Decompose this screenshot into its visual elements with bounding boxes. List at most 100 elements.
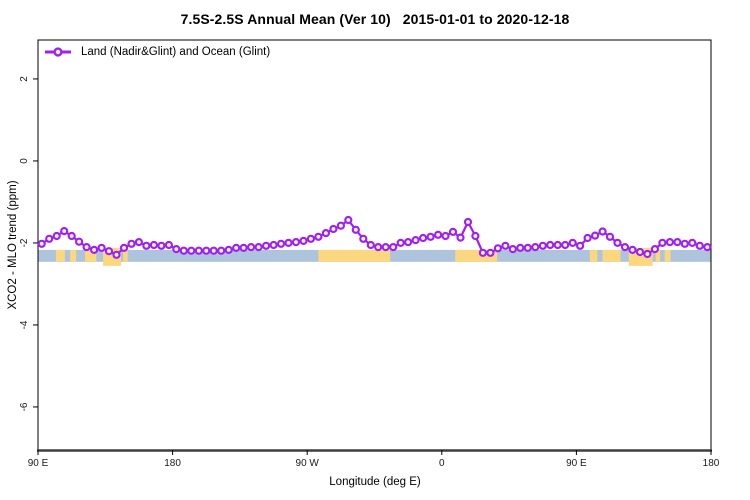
data-point bbox=[82, 243, 91, 252]
data-point bbox=[344, 215, 353, 225]
data-point bbox=[254, 243, 263, 252]
data-point bbox=[695, 241, 704, 250]
data-point bbox=[463, 217, 473, 227]
data-point bbox=[366, 240, 375, 250]
data-point bbox=[688, 238, 697, 247]
data-point bbox=[411, 236, 420, 245]
data-point bbox=[456, 233, 465, 242]
data-point bbox=[276, 239, 286, 248]
surface-band-land bbox=[455, 249, 498, 262]
chart-title: 7.5S-2.5S Annual Mean (Ver 10) 2015-01-0… bbox=[180, 11, 570, 27]
data-point bbox=[217, 246, 226, 255]
data-point bbox=[209, 246, 218, 255]
y-axis-title: XCO2 - MLO trend (ppm) bbox=[7, 180, 19, 310]
surface-band-land bbox=[664, 249, 671, 262]
data-point bbox=[546, 240, 555, 250]
legend-marker-icon bbox=[45, 47, 71, 57]
data-point bbox=[628, 245, 637, 254]
x-tick-label: 90 W bbox=[296, 458, 320, 469]
data-point bbox=[441, 231, 450, 241]
y-tick-label: 0 bbox=[19, 158, 30, 164]
data-point bbox=[67, 231, 76, 241]
data-point bbox=[45, 234, 54, 243]
data-point bbox=[501, 241, 510, 250]
data-point bbox=[194, 246, 203, 255]
data-point bbox=[508, 245, 517, 254]
surface-band-land bbox=[123, 249, 128, 262]
data-point bbox=[329, 224, 338, 234]
y-tick-label: -2 bbox=[19, 238, 30, 247]
data-point bbox=[52, 231, 61, 241]
data-point bbox=[119, 243, 129, 252]
surface-band-land bbox=[602, 249, 621, 262]
data-point bbox=[172, 245, 181, 254]
data-point bbox=[149, 240, 158, 250]
data-point bbox=[635, 247, 645, 257]
data-point bbox=[598, 227, 607, 236]
data-point bbox=[359, 234, 368, 243]
data-point bbox=[620, 243, 630, 252]
data-point bbox=[262, 241, 271, 250]
data-point bbox=[179, 246, 188, 255]
x-tick-label: 90 E bbox=[566, 458, 587, 469]
data-point bbox=[134, 238, 143, 247]
data-point bbox=[493, 244, 502, 253]
data-point bbox=[299, 236, 308, 245]
data-point bbox=[89, 245, 99, 254]
data-point bbox=[426, 232, 435, 241]
data-point bbox=[553, 240, 562, 250]
data-point bbox=[523, 243, 532, 252]
x-tick-label: 90 E bbox=[28, 458, 49, 469]
data-point bbox=[650, 245, 660, 254]
data-point bbox=[351, 225, 360, 234]
surface-band-land bbox=[589, 249, 598, 262]
surface-band-land bbox=[55, 249, 65, 262]
data-point bbox=[673, 238, 682, 247]
data-point bbox=[284, 238, 293, 247]
data-point bbox=[404, 238, 413, 247]
data-point bbox=[471, 231, 480, 241]
data-point bbox=[516, 243, 525, 252]
data-point bbox=[187, 246, 196, 255]
data-point bbox=[321, 229, 330, 238]
surface-band-land bbox=[318, 249, 391, 262]
data-point bbox=[703, 243, 712, 252]
data-point bbox=[658, 238, 667, 247]
data-point bbox=[157, 241, 166, 250]
data-point bbox=[613, 238, 622, 247]
data-point bbox=[568, 238, 577, 247]
data-point bbox=[127, 239, 136, 248]
data-point bbox=[643, 249, 652, 259]
y-tick-label: -6 bbox=[19, 402, 30, 411]
data-point bbox=[680, 239, 689, 248]
data-point bbox=[665, 238, 675, 247]
data-point bbox=[164, 240, 173, 250]
x-tick-label: 0 bbox=[439, 458, 445, 469]
data-point bbox=[605, 232, 615, 241]
x-axis-title: Longitude (deg E) bbox=[329, 476, 421, 488]
data-point bbox=[478, 248, 487, 257]
data-point bbox=[224, 245, 233, 254]
x-tick-label: 180 bbox=[703, 458, 720, 469]
data-point bbox=[239, 243, 248, 252]
data-point bbox=[291, 238, 301, 247]
data-point bbox=[419, 233, 428, 243]
data-point bbox=[538, 241, 547, 250]
data-point bbox=[247, 243, 256, 252]
legend-label: Land (Nadir&Glint) and Ocean (Glint) bbox=[81, 46, 271, 58]
surface-band-land bbox=[655, 249, 661, 262]
surface-band-land bbox=[85, 249, 97, 262]
data-point bbox=[202, 246, 211, 255]
data-point bbox=[590, 231, 600, 240]
data-point bbox=[74, 237, 84, 246]
data-point bbox=[104, 247, 114, 256]
y-tick-label: -4 bbox=[19, 320, 30, 329]
data-point bbox=[486, 248, 495, 257]
data-point bbox=[389, 243, 398, 252]
surface-band-land bbox=[70, 249, 77, 262]
data-point bbox=[37, 239, 46, 248]
data-point bbox=[396, 238, 405, 247]
data-point bbox=[97, 243, 106, 252]
data-point bbox=[434, 230, 443, 239]
